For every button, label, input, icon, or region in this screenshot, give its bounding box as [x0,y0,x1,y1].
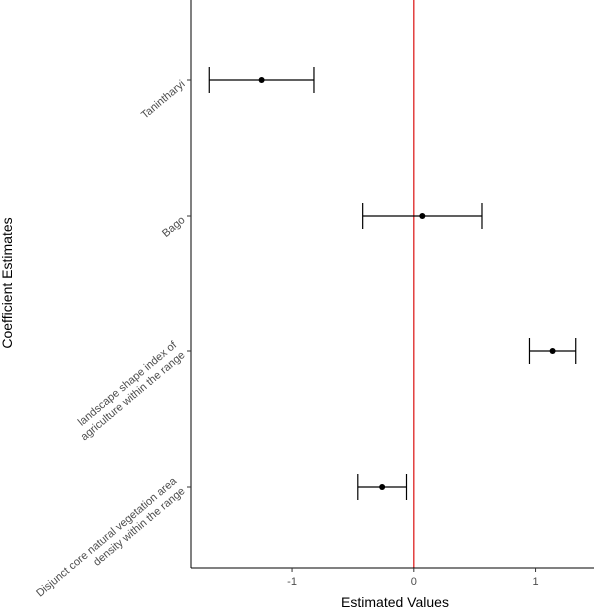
y-category-label: landscape shape index ofagriculture with… [70,339,188,444]
plot-area: -1 0 1 Tanintharyi Bago landscape shape index… [34,0,594,610]
x-tick-label: -1 [287,576,297,588]
y-axis-title: Coefficient Estimates [0,217,15,348]
y-category-label-line: Tanintharyi [139,78,187,121]
x-axis-title: Estimated Values [341,594,449,610]
y-category-label-line: landscape shape index of [76,339,180,429]
y-category-label: Disjunct core natural vegetation areaden… [34,475,188,610]
y-category-label-line: agriculture within the range [79,349,188,443]
x-tick-label: 0 [411,576,417,588]
x-tick-label: 1 [532,576,538,588]
y-category-label-line: Disjunct core natural vegetation area [34,475,180,600]
y-category-label-line: density within the range [91,485,187,568]
estimate-point [258,77,265,83]
estimate-point [549,348,556,354]
y-category-label: Tanintharyi [139,78,187,121]
y-category-label-line: Bago [160,214,187,240]
estimate-point [419,213,426,219]
estimate-point [379,484,386,490]
y-category-label: Bago [160,214,187,240]
